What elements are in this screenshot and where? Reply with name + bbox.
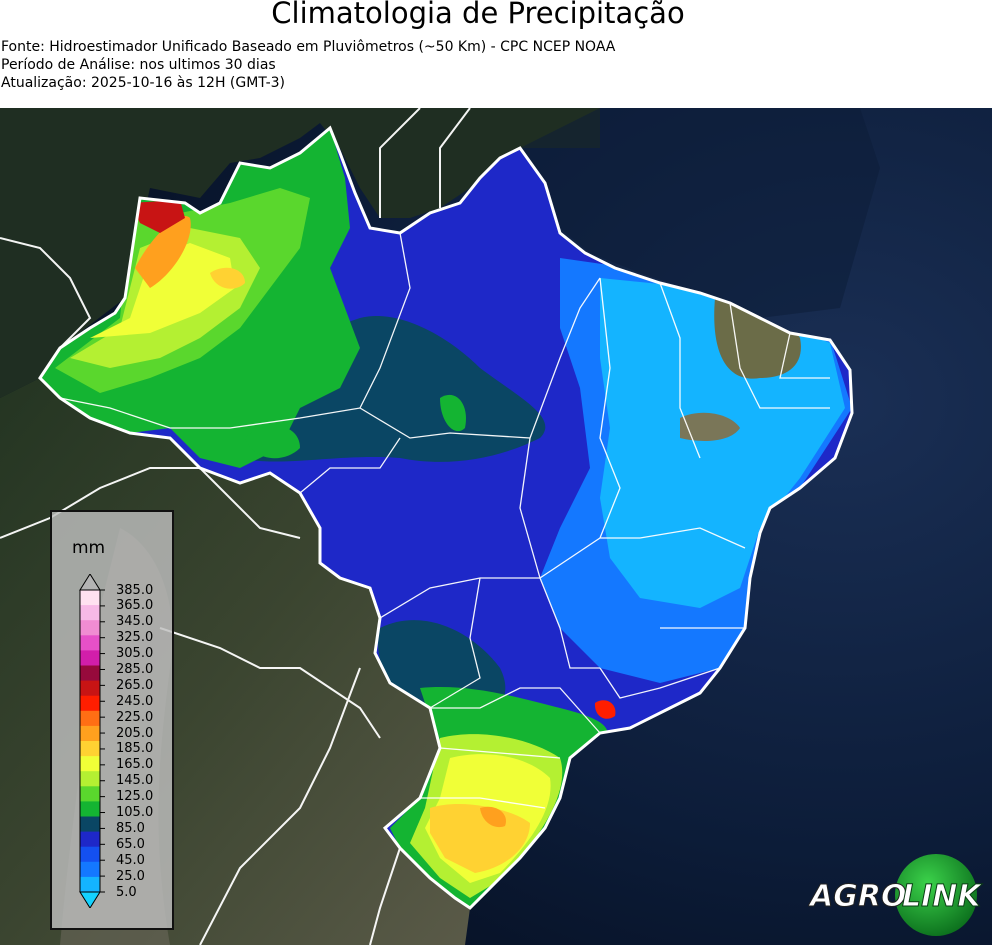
- legend-unit: mm: [72, 538, 106, 558]
- legend-color-band: [80, 756, 100, 772]
- analysis-period-line: Período de Análise: nos ultimos 30 dias: [1, 57, 276, 73]
- legend-colorbar: [79, 574, 105, 908]
- legend-color-band: [80, 605, 100, 621]
- legend-bar-outline: [79, 589, 101, 893]
- legend-color-band: [80, 590, 100, 606]
- legend-tick-label: 85.0: [116, 820, 145, 836]
- legend-color-band: [80, 635, 100, 651]
- legend-color-band: [80, 801, 100, 817]
- map-title: Climatologia de Precipitação: [271, 0, 685, 30]
- data-source-line: Fonte: Hidroestimador Unificado Baseado …: [1, 39, 616, 55]
- legend-tick-label: 185.0: [116, 741, 154, 757]
- legend-color-band: [80, 710, 100, 727]
- legend-color-band: [80, 876, 100, 893]
- legend-tick-label: 285.0: [116, 661, 154, 677]
- legend-color-band: [80, 816, 100, 833]
- legend-tick-label: 345.0: [116, 614, 154, 630]
- legend-tick-label: 205.0: [116, 725, 154, 741]
- legend-color-band: [80, 665, 100, 682]
- legend-tick-label: 5.0: [116, 884, 137, 900]
- legend-color-band: [80, 650, 100, 666]
- legend-color-band: [80, 680, 100, 697]
- legend-tick-label: 105.0: [116, 805, 154, 821]
- legend-tick-label: 125.0: [116, 789, 154, 805]
- legend-tick-label: 225.0: [116, 709, 154, 725]
- legend-arrow-bottom: [79, 891, 101, 908]
- update-time-line: Atualização: 2025-10-16 às 12H (GMT-3): [1, 75, 285, 91]
- legend-tick-label: 65.0: [116, 836, 145, 852]
- legend-color-band: [80, 695, 100, 712]
- legend-tick-label: 305.0: [116, 646, 154, 662]
- legend-color-band: [80, 846, 100, 863]
- legend-tick-label: 365.0: [116, 598, 154, 614]
- legend-color-band: [80, 786, 100, 802]
- agrolink-logo: AGRO LINK: [808, 854, 984, 936]
- legend-color-band: [80, 741, 100, 757]
- logo-text-left: AGRO: [808, 879, 906, 914]
- legend-color-band: [80, 771, 100, 787]
- legend-tick-label: 25.0: [116, 868, 145, 884]
- legend-color-band: [80, 861, 100, 878]
- legend-tick-label: 45.0: [116, 852, 145, 868]
- legend-color-band: [80, 620, 100, 636]
- logo-text-right: LINK: [902, 879, 983, 914]
- legend-tick-label: 265.0: [116, 677, 154, 693]
- legend-tick-label: 385.0: [116, 582, 154, 598]
- legend-tick-label: 145.0: [116, 773, 154, 789]
- legend-arrow-top: [79, 574, 101, 591]
- legend-color-band: [80, 725, 100, 742]
- legend-tick-label: 325.0: [116, 630, 154, 646]
- legend-color-band: [80, 831, 100, 848]
- legend-tick-label: 245.0: [116, 693, 154, 709]
- precipitation-legend: mm 385.0 365.0 345.0 325.0 305.0 285.0 265.0 24…: [50, 510, 174, 930]
- legend-tick-label: 165.0: [116, 757, 154, 773]
